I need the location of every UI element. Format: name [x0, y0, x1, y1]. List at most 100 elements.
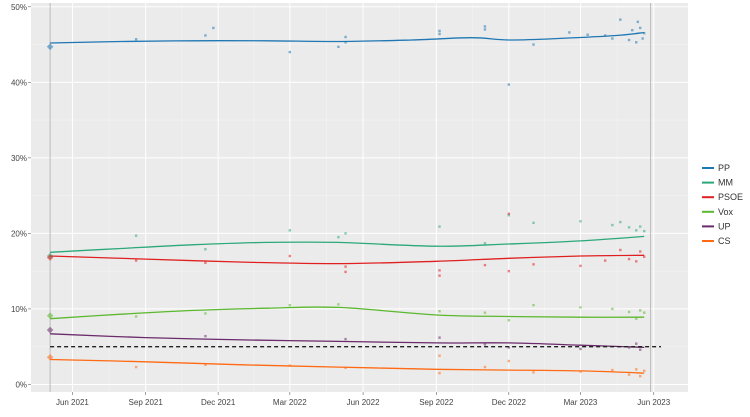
trend-line-cs: [50, 358, 645, 374]
poll-point: [507, 319, 511, 322]
trend-line-psoe: [50, 254, 645, 265]
poll-point: [643, 32, 646, 35]
x-tick-label: Dec 2022: [492, 398, 527, 407]
legend-label: PSOE: [718, 192, 743, 202]
poll-point: [438, 354, 441, 357]
x-tick-label: Mar 2023: [564, 398, 598, 407]
poll-point: [532, 371, 535, 374]
poll-point: [532, 263, 535, 266]
poll-point: [639, 26, 642, 30]
y-tick-label: 10%: [11, 305, 27, 314]
poll-point: [643, 229, 646, 233]
x-tick-label: Sep 2022: [419, 398, 454, 407]
poll-point: [438, 274, 441, 277]
y-axis: 0% 10% 20% 30% 40% 50%: [11, 3, 31, 389]
legend-item-mm[interactable]: MM: [702, 178, 733, 188]
poll-point: [579, 220, 582, 223]
poll-point: [639, 309, 642, 312]
poll-point: [344, 270, 347, 274]
trend-line-mm: [50, 235, 645, 253]
poll-point: [204, 248, 207, 251]
poll-point: [639, 250, 642, 253]
x-tick-label: Dec 2021: [201, 398, 236, 407]
legend-item-psoe[interactable]: PSOE: [702, 192, 743, 202]
y-tick-label: 30%: [11, 154, 27, 163]
poll-point: [631, 28, 634, 32]
poll-point: [212, 26, 215, 30]
poll-point: [635, 368, 638, 371]
poll-point: [627, 38, 631, 42]
poll-point: [532, 221, 535, 225]
poll-point: [344, 41, 347, 44]
poll-point: [507, 346, 511, 349]
poll-point: [483, 365, 487, 369]
poll-point: [635, 342, 638, 345]
poll-point: [619, 220, 622, 224]
poll-point: [641, 37, 644, 40]
poll-point: [344, 232, 347, 235]
poll-point: [643, 369, 646, 373]
poll-point: [643, 311, 646, 314]
poll-point: [204, 34, 207, 37]
poll-point: [204, 363, 207, 367]
y-tick-label: 20%: [11, 229, 27, 238]
poll-point: [134, 365, 138, 369]
poll-point: [134, 315, 138, 318]
poll-point: [344, 265, 347, 268]
poll-point: [627, 257, 631, 261]
legend-label: Vox: [718, 207, 734, 217]
poll-point: [483, 343, 487, 346]
legend-item-pp[interactable]: PP: [702, 163, 730, 173]
poll-point: [134, 234, 138, 237]
x-tick-label: Jun 2021: [56, 398, 89, 407]
legend-item-vox[interactable]: Vox: [702, 207, 734, 217]
poll-point: [337, 45, 340, 49]
poll-point: [579, 264, 582, 268]
election-result-marker: [46, 326, 54, 334]
poll-point: [611, 368, 614, 372]
poll-point: [507, 269, 511, 273]
poll-point: [635, 260, 638, 263]
x-tick-label: Mar 2022: [273, 398, 307, 407]
poll-point: [438, 269, 441, 272]
election-results: [46, 43, 54, 361]
legend-item-up[interactable]: UP: [702, 221, 731, 231]
legend-item-cs[interactable]: CS: [702, 236, 731, 246]
poll-point: [627, 226, 631, 229]
election-result-marker: [46, 353, 54, 361]
poll-point: [603, 259, 607, 262]
poll-point: [204, 261, 207, 265]
poll-point: [532, 43, 535, 46]
poll-point: [619, 18, 622, 21]
poll-points: [134, 18, 646, 378]
poll-point: [288, 50, 292, 54]
y-tick-label: 50%: [11, 3, 27, 12]
poll-point: [627, 310, 631, 314]
poll-point: [579, 370, 582, 373]
poll-point: [438, 371, 441, 375]
poll-point: [579, 306, 582, 309]
legend-label: MM: [718, 178, 733, 188]
grid-lines: [31, 3, 688, 392]
poll-point: [288, 254, 292, 258]
poll-point: [483, 263, 487, 267]
poll-point: [204, 312, 207, 315]
poll-point: [635, 317, 638, 320]
poll-point: [507, 83, 511, 86]
election-result-marker: [46, 43, 54, 51]
poll-point: [288, 303, 292, 307]
x-axis: Jun 2021 Sep 2021 Dec 2021 Mar 2022 Jun 2022…: [56, 392, 671, 407]
poll-point: [438, 336, 441, 339]
poll-point: [337, 235, 340, 239]
poll-point: [579, 347, 582, 351]
trend-line-up: [50, 333, 645, 349]
poll-point: [483, 311, 487, 314]
election-result-marker: [46, 254, 54, 261]
poll-point: [288, 229, 292, 232]
poll-point: [438, 309, 441, 313]
poll-point: [483, 28, 487, 31]
poll-point: [438, 32, 441, 36]
trend-line-vox: [50, 306, 645, 320]
x-tick-label: Sep 2021: [129, 398, 164, 407]
